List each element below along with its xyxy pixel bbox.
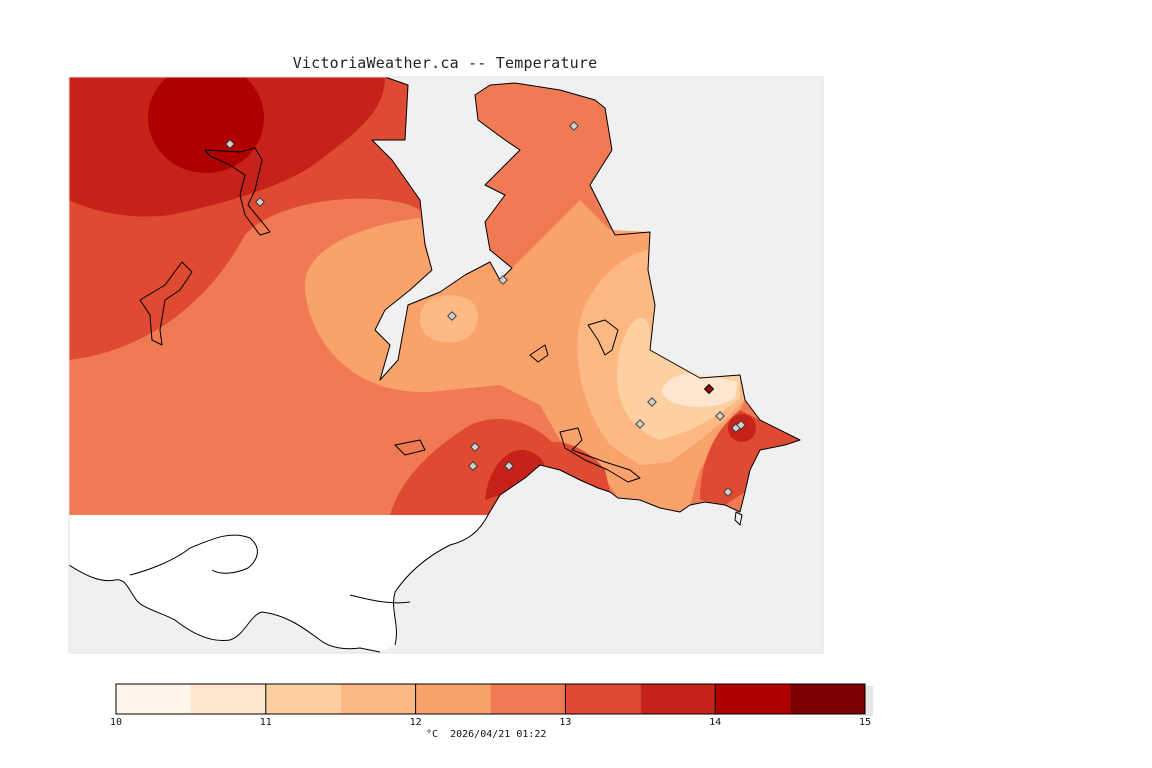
station-marker [225,139,235,149]
station-marker [635,419,645,429]
timestamp: 2026/04/21 01:22 [450,729,547,740]
coastlines [69,77,801,653]
station-marker [647,397,657,407]
station-marker [736,420,746,430]
temperature-contours [69,77,800,515]
station-marker [723,487,733,497]
legend-swatch [340,684,416,714]
station-marker [468,461,478,471]
station-marker [569,121,579,131]
legend-tick-label: 12 [409,717,422,728]
legend-shadow [865,686,873,716]
legend-swatch [190,684,266,714]
legend-swatch [265,684,341,714]
station-marker [703,383,715,395]
station-marker [498,275,508,285]
station-marker [255,197,265,207]
contour-12-0-b [420,295,478,343]
station-marker [470,442,480,452]
map-title: VictoriaWeather.ca -- Temperature [292,54,598,72]
map-frame [68,76,824,654]
legend-swatch [715,684,791,714]
legend-swatch [490,684,566,714]
weather-stations [225,121,746,497]
color-bar-ticks [115,684,866,714]
color-bar-legend [115,683,873,716]
station-marker [504,461,514,471]
contour-14-5 [148,77,264,173]
contour-11-0 [661,373,738,407]
unit-label: °C [426,729,439,740]
map-caption: °C 2026/04/21 01:22 [426,729,546,740]
legend-swatch [415,684,491,714]
legend-swatch [565,684,641,714]
legend-tick-label: 11 [259,717,272,728]
land-olympic-peninsula [69,515,488,652]
contour-14-0-south [485,449,545,500]
legend-swatch [790,684,865,714]
legend-tick-label: 13 [559,717,572,728]
contour-13-5-east [540,441,610,492]
legend-tick-label: 15 [858,717,872,728]
legend-tick-label: 14 [709,717,722,728]
legend-swatch [116,684,191,714]
legend-swatch [640,684,716,714]
station-marker [715,411,725,421]
station-marker [447,311,457,321]
contour-13-0-east [700,410,800,505]
legend-tick-label: 10 [109,717,123,728]
